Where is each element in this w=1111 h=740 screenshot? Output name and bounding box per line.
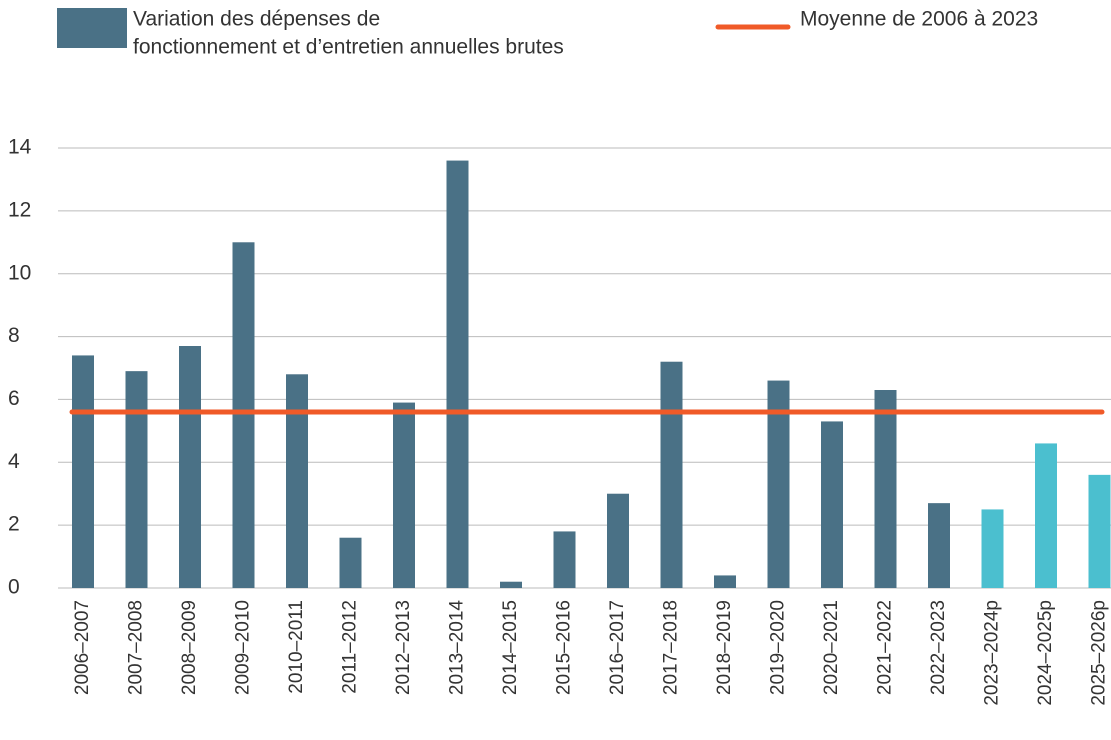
bar: [179, 346, 201, 588]
x-tick-label: 2019–2020: [768, 600, 789, 695]
x-tick-label: 2008–2009: [179, 600, 200, 695]
x-tick-label: 2011–2012: [340, 600, 361, 694]
x-tick-label: 2006–2007: [72, 600, 93, 695]
x-tick-label: 2016–2017: [607, 600, 628, 695]
x-tick-label: 2024–2025p: [1035, 600, 1056, 706]
y-tick-label: 8: [8, 324, 20, 347]
bar: [928, 503, 950, 588]
bar: [500, 581, 522, 588]
bar: [72, 355, 94, 588]
x-tick-label: 2020–2021: [821, 600, 842, 695]
bar: [660, 361, 683, 588]
y-tick-label: 14: [8, 136, 32, 159]
y-tick-label: 2: [8, 513, 20, 536]
y-tick-label: 6: [8, 387, 20, 410]
bar: [286, 374, 308, 588]
bar: [339, 537, 362, 588]
bar: [981, 509, 1004, 588]
legend-label: Variation des dépenses de: [133, 8, 380, 31]
bar: [607, 493, 629, 588]
x-tick-label: 2009–2010: [233, 600, 254, 695]
x-tick-label: 2010–2011: [286, 600, 307, 694]
y-tick-label: 12: [8, 198, 31, 221]
x-tick-label: 2017–2018: [661, 600, 682, 695]
y-tick-label: 10: [8, 261, 31, 284]
bar: [393, 402, 415, 588]
y-tick-label: 0: [8, 576, 20, 599]
bar: [874, 390, 897, 588]
x-tick-label: 2021–2022: [875, 600, 896, 695]
x-tick-label: 2022–2023: [928, 600, 949, 695]
x-tick-label: 2013–2014: [447, 600, 468, 696]
x-tick-label: 2018–2019: [714, 600, 735, 695]
bar: [446, 160, 469, 589]
legend-swatch: [57, 8, 127, 48]
bar: [553, 531, 576, 588]
bar: [1088, 474, 1111, 588]
y-tick-label: 4: [8, 450, 20, 473]
x-tick-label: 2007–2008: [126, 600, 147, 695]
legend-label: fonctionnement et d’entretien annuelles …: [133, 36, 564, 59]
x-tick-label: 2012–2013: [393, 600, 414, 695]
bar: [821, 421, 843, 588]
x-tick-label: 2023–2024p: [982, 600, 1003, 706]
bar: [767, 380, 790, 588]
bar: [1035, 443, 1057, 588]
x-tick-label: 2025–2026p: [1089, 600, 1110, 706]
bar: [125, 371, 148, 588]
bar: [714, 575, 736, 588]
x-tick-label: 2015–2016: [554, 600, 575, 695]
legend-label: Moyenne de 2006 à 2023: [800, 8, 1038, 31]
x-tick-label: 2014–2015: [500, 600, 521, 695]
bar: [232, 242, 255, 589]
